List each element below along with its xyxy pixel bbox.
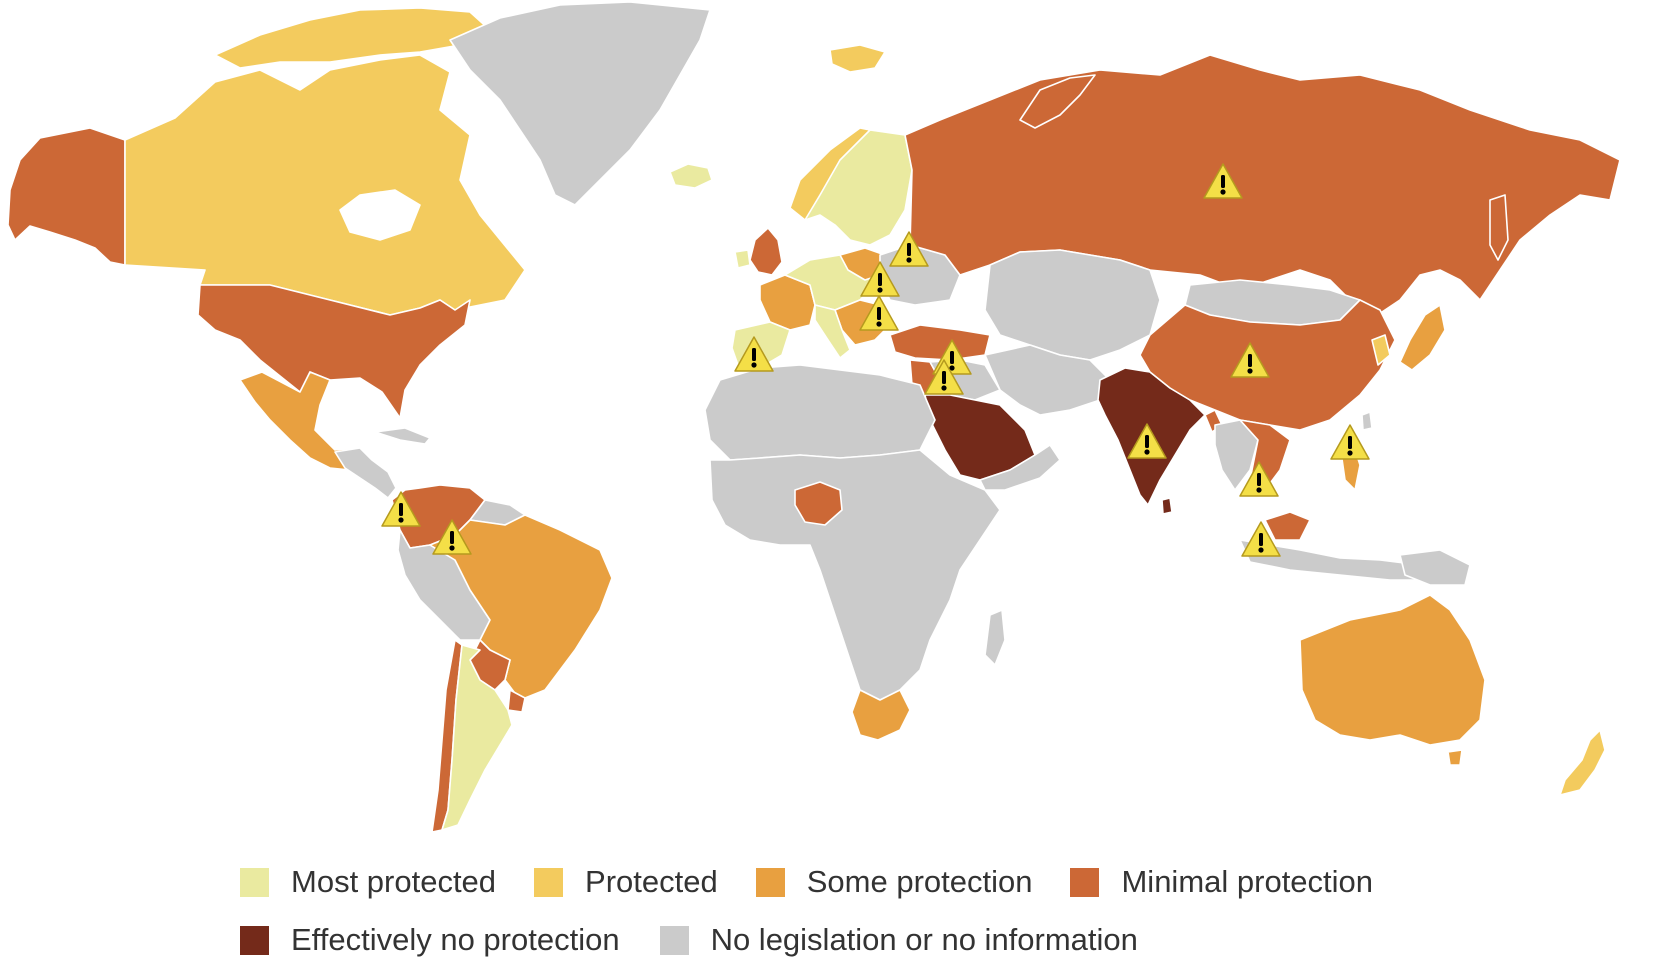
region-cuba-caribbean: [374, 427, 431, 445]
warning-icon: [1241, 521, 1281, 557]
legend-swatch: [534, 867, 564, 897]
legend-label: No legislation or no information: [710, 922, 1138, 957]
legend-swatch: [1070, 867, 1100, 897]
legend-label: Some protection: [806, 864, 1033, 899]
region-sakhalin: [1489, 194, 1509, 261]
region-mexico: [239, 371, 361, 471]
region-uk-ireland: [749, 227, 783, 276]
region-north-africa: [704, 364, 936, 461]
warning-markers: [381, 163, 1370, 557]
region-nigeria: [794, 481, 843, 526]
warning-icon: [1239, 461, 1279, 497]
legend-label: Most protected: [291, 864, 497, 899]
warning-icon: [860, 261, 900, 297]
region-taiwan: [1361, 411, 1373, 431]
region-brazil: [429, 514, 613, 701]
region-tasmania: [1447, 749, 1463, 766]
legend-swatch: [755, 867, 785, 897]
region-madagascar: [984, 609, 1006, 666]
region-yemen-oman: [979, 444, 1061, 491]
region-argentina: [441, 644, 513, 831]
legend-label: Minimal protection: [1121, 864, 1374, 899]
legend-item-some-protection: Some protection: [755, 862, 1033, 902]
region-usa: [197, 284, 471, 419]
region-south-africa: [851, 689, 911, 741]
legend-swatch: [240, 867, 269, 897]
warning-icon: [889, 231, 929, 267]
region-greenland: [449, 1, 711, 206]
legend-item-most-protected: Most protected: [240, 862, 496, 902]
warning-icon: [381, 491, 421, 527]
region-italy: [814, 304, 851, 359]
region-turkey: [889, 324, 991, 361]
region-svalbard: [829, 44, 886, 73]
region-malaysia-borneo: [1264, 511, 1311, 541]
warning-icon: [1203, 163, 1243, 199]
legend-item-protected: Protected: [534, 862, 718, 902]
warning-icon: [1330, 424, 1370, 460]
region-west-central-africa: [709, 449, 1001, 701]
region-canada: [124, 54, 526, 316]
warning-icon: [859, 295, 899, 331]
region-australia: [1299, 594, 1486, 746]
warning-icon: [1127, 423, 1167, 459]
region-new-zealand: [1559, 729, 1606, 796]
legend-item-no-legislation: No legislation or no information: [659, 920, 1138, 960]
region-korea: [1371, 334, 1391, 366]
warning-icon: [1230, 342, 1270, 378]
region-alaska: [7, 127, 126, 266]
legend-label: Effectively no protection: [291, 922, 620, 957]
legend-swatch: [240, 925, 269, 955]
region-japan: [1399, 304, 1446, 371]
region-new-guinea: [1399, 549, 1471, 586]
region-canada-arctic-islands: [214, 7, 491, 69]
region-norway-coast: [789, 127, 871, 221]
region-hudson-bay: [339, 189, 421, 241]
legend-row: Effectively no protection No legislation…: [240, 916, 1540, 964]
warning-icon: [924, 359, 964, 395]
warning-icon: [432, 519, 472, 555]
region-uruguay: [507, 689, 526, 713]
region-russia-north-islands: [1019, 74, 1096, 129]
region-ireland: [734, 249, 751, 269]
region-central-america: [334, 447, 397, 499]
legend-row: Most protected Protected Some protection…: [240, 858, 1540, 906]
warning-icon: [734, 336, 774, 372]
legend-item-minimal-protection: Minimal protection: [1070, 862, 1373, 902]
region-iceland: [669, 163, 713, 189]
legend-item-effectively-no-protection: Effectively no protection: [240, 920, 620, 960]
map-legend: Most protected Protected Some protection…: [240, 858, 1540, 964]
region-central-asia: [984, 249, 1161, 361]
region-china: [1139, 299, 1396, 431]
legend-swatch: [659, 925, 689, 955]
legend-label: Protected: [585, 864, 718, 899]
region-sri-lanka: [1161, 497, 1173, 515]
